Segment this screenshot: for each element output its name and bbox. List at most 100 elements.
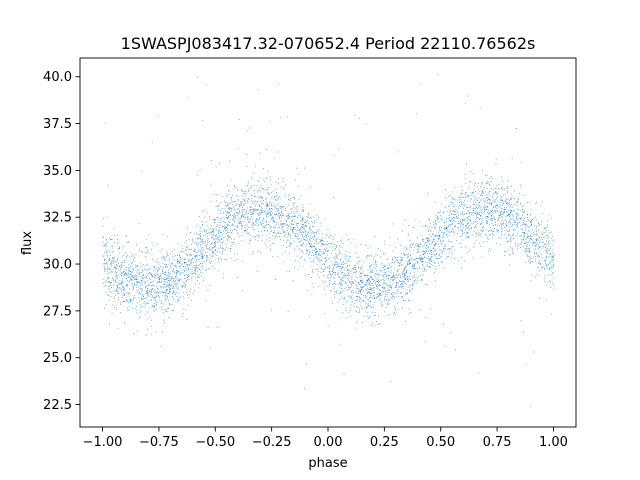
data-point [408,263,410,264]
data-point [371,275,373,277]
data-point [446,228,448,229]
data-point [477,230,479,232]
data-point [257,190,259,191]
data-point [539,260,541,262]
data-point [225,211,227,213]
data-point [369,278,370,280]
data-point [132,287,134,289]
data-point [223,212,224,214]
data-point [551,264,553,266]
data-point [354,269,356,270]
data-point [123,274,125,275]
data-point [329,234,331,236]
data-point [340,278,342,280]
data-point [292,229,294,231]
data-point [309,237,311,239]
data-point [489,191,491,193]
data-point [426,250,428,252]
data-point [400,293,401,294]
data-point [426,225,428,227]
data-point [460,219,462,220]
data-point [222,277,224,279]
data-point [278,183,279,185]
data-point [511,186,512,187]
data-point [362,300,364,302]
data-point [320,256,322,258]
data-point [246,210,248,212]
data-point [451,241,453,243]
data-point [394,313,396,315]
data-point [147,311,148,313]
data-point [407,255,409,257]
data-point [254,208,255,210]
data-point [227,232,229,234]
data-point [154,266,156,268]
data-point [310,186,311,188]
data-point [161,257,163,259]
data-point [310,221,312,222]
data-point [422,270,424,272]
data-point [523,223,525,225]
data-point [175,277,176,279]
data-point [297,237,298,239]
data-point [434,202,436,203]
data-point [401,273,403,275]
data-point [300,221,302,222]
data-point [374,283,376,285]
data-point [384,295,386,297]
data-point [418,248,419,250]
data-point [394,296,395,298]
data-point [539,242,540,244]
data-point [135,275,136,277]
data-point [370,295,372,296]
data-point [408,225,410,226]
data-point [456,216,457,217]
data-point [340,293,342,295]
data-point [472,223,474,225]
data-point [313,233,315,235]
data-point [179,262,180,263]
data-point [480,215,481,216]
data-point [120,282,122,284]
data-point [341,241,343,243]
data-point [290,244,292,246]
data-point [213,246,215,248]
data-point [134,279,135,280]
data-point [356,252,358,254]
data-point [393,271,395,273]
data-point [184,259,185,260]
data-point [492,212,494,214]
data-point [111,270,112,272]
data-point [258,214,260,216]
data-point [388,268,390,269]
data-point [220,252,221,253]
data-point [286,224,288,225]
data-point [163,287,164,289]
data-point [136,244,137,245]
data-point [206,225,208,227]
data-point [294,216,296,217]
data-point [361,279,363,281]
data-point [426,242,428,243]
data-point [143,298,145,299]
data-point [117,243,118,244]
data-point [412,285,413,287]
data-point [547,244,549,245]
data-point [503,211,505,213]
data-point [523,222,524,224]
data-point [269,176,271,178]
data-point [131,278,133,280]
data-point [530,220,532,222]
data-point [353,283,354,284]
data-point [430,266,431,268]
data-point [214,246,216,247]
data-point [125,272,126,274]
data-point [351,277,353,278]
data-point [222,233,223,235]
data-point [392,223,394,225]
data-point [344,258,346,259]
data-point [486,229,488,231]
data-point [464,228,466,230]
data-point [452,198,454,200]
data-point [512,225,514,227]
